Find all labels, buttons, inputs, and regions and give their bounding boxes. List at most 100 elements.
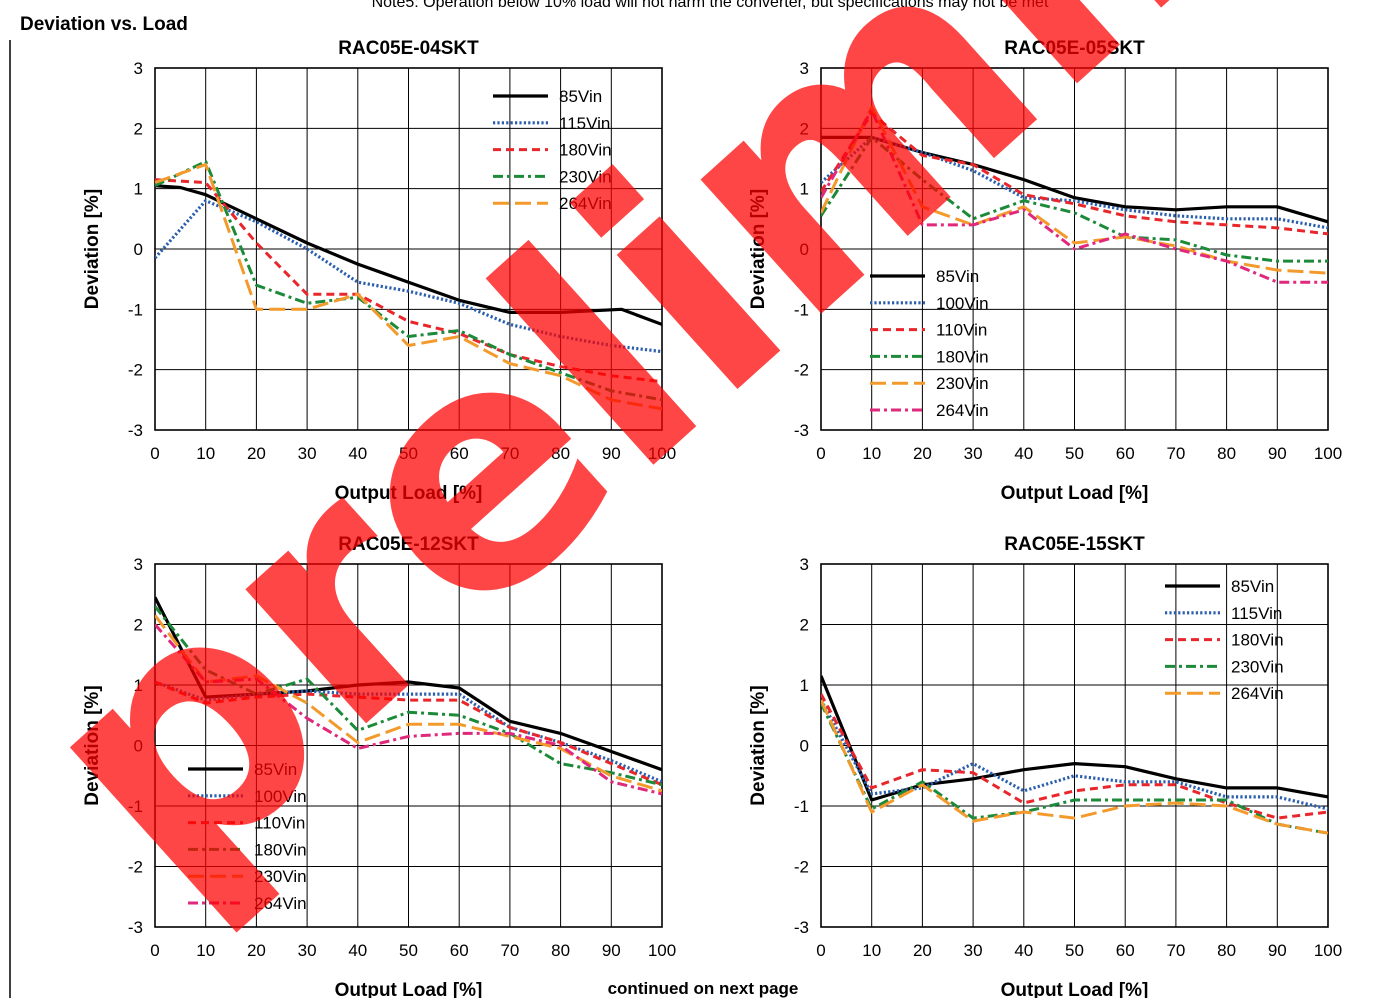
y-axis-label: Deviation [%] xyxy=(748,685,769,805)
series-line-85vin xyxy=(155,596,662,772)
watermark: preliminary xyxy=(0,0,1397,958)
x-tick-label: 10 xyxy=(862,444,881,463)
x-tick-label: 100 xyxy=(648,941,676,960)
y-tick-label: 1 xyxy=(134,676,143,695)
y-tick-label: -2 xyxy=(128,858,143,877)
x-tick-label: 40 xyxy=(1014,444,1033,463)
x-tick-label: 50 xyxy=(1065,444,1084,463)
x-tick-label: 20 xyxy=(913,444,932,463)
charts-group: 0 10 20 30 40 50 60 70 80 90 1003210-1-2-3RAC05E-0… xyxy=(82,38,1342,998)
y-tick-label: -3 xyxy=(794,918,809,937)
y-tick-label: -2 xyxy=(794,858,809,877)
x-tick-label: 90 xyxy=(1268,941,1287,960)
x-axis-label: Output Load [%] xyxy=(335,980,483,998)
x-tick-label: 10 xyxy=(862,941,881,960)
legend: 85Vin 100Vin 110Vin 180Vin 230Vin 264Vin xyxy=(188,760,307,913)
x-tick-label: 0 xyxy=(816,941,825,960)
legend-label: 180Vin xyxy=(559,141,612,160)
x-axis-label: Output Load [%] xyxy=(1001,483,1149,504)
legend-label: 115Vin xyxy=(1231,604,1282,623)
series-lines xyxy=(821,105,1328,284)
y-tick-label: 2 xyxy=(800,119,809,138)
plot-frame xyxy=(154,563,663,928)
x-tick-label: 70 xyxy=(500,941,519,960)
x-tick-label: 20 xyxy=(247,444,266,463)
legend-label: 264Vin xyxy=(1231,684,1284,703)
series-line-264vin xyxy=(155,163,662,411)
series-line-264vin xyxy=(155,623,662,796)
legend-label: 230Vin xyxy=(254,867,307,886)
series-line-180vin xyxy=(821,135,1328,263)
y-tick-label: 0 xyxy=(134,737,143,756)
watermark-text: preliminary xyxy=(0,0,1397,958)
y-tick-label: -2 xyxy=(794,361,809,380)
y-tick-label: 3 xyxy=(800,555,809,574)
series-lines xyxy=(155,160,662,411)
x-tick-label: 10 xyxy=(196,444,215,463)
series-line-110vin xyxy=(821,111,1328,236)
legend-label: 230Vin xyxy=(559,167,612,186)
x-tick-label: 50 xyxy=(1065,941,1084,960)
y-tick-label: 2 xyxy=(800,616,809,635)
x-tick-label: 40 xyxy=(348,444,367,463)
x-tick-label: 0 xyxy=(150,444,159,463)
series-line-230vin xyxy=(821,105,1328,275)
y-tick-label: -2 xyxy=(128,361,143,380)
legend-label: 100Vin xyxy=(254,787,307,806)
x-tick-label: 80 xyxy=(551,941,570,960)
y-tick-label: 2 xyxy=(134,119,143,138)
y-axis-label: Deviation [%] xyxy=(82,189,103,309)
legend-label: 85Vin xyxy=(936,267,979,286)
y-tick-label: 1 xyxy=(800,180,809,199)
y-axis-label: Deviation [%] xyxy=(82,685,103,805)
x-tick-label: 30 xyxy=(964,444,983,463)
x-tick-label: 40 xyxy=(348,941,367,960)
legend-label: 115Vin xyxy=(559,114,610,133)
legend: 85Vin 115Vin 180Vin 230Vin 264Vin xyxy=(1165,577,1284,703)
series-line-180vin xyxy=(155,178,662,384)
legend-label: 110Vin xyxy=(254,814,305,833)
x-tick-label: 70 xyxy=(1166,941,1185,960)
series-line-180vin xyxy=(155,605,662,787)
y-tick-label: -1 xyxy=(794,300,809,319)
series-line-100vin xyxy=(821,135,1328,230)
legend-label: 180Vin xyxy=(936,347,989,366)
legend-label: 85Vin xyxy=(1231,577,1274,596)
note-text: Note5: Operation below 10% load will not… xyxy=(372,0,1049,11)
y-tick-label: 3 xyxy=(134,59,143,78)
legend-label: 180Vin xyxy=(1231,631,1284,650)
y-tick-label: 1 xyxy=(134,180,143,199)
legend-label: 100Vin xyxy=(936,294,989,313)
section-title: Deviation vs. Load xyxy=(20,14,188,35)
x-tick-label: 0 xyxy=(150,941,159,960)
y-tick-label: 1 xyxy=(800,676,809,695)
legend-label: 264Vin xyxy=(936,401,989,420)
legend: 85Vin 115Vin 180Vin 230Vin 264Vin xyxy=(493,87,612,213)
y-tick-label: -1 xyxy=(794,797,809,816)
plot-frame xyxy=(820,67,1329,431)
x-tick-label: 90 xyxy=(602,941,621,960)
legend-label: 264Vin xyxy=(254,894,307,913)
x-tick-label: 80 xyxy=(1217,444,1236,463)
series-lines xyxy=(155,596,662,796)
series-line-85vin xyxy=(155,184,662,326)
legend: 85Vin 100Vin 110Vin 180Vin 230Vin 264Vin xyxy=(870,267,989,420)
chart-rac05e-05skt: 0 10 20 30 40 50 60 70 80 90 1003210-1-2-3RAC05E-0… xyxy=(748,38,1342,504)
y-tick-label: -3 xyxy=(794,421,809,440)
x-tick-label: 80 xyxy=(1217,941,1236,960)
legend-label: 85Vin xyxy=(254,760,297,779)
legend-label: 230Vin xyxy=(936,374,989,393)
series-line-230vin xyxy=(821,702,1328,835)
legend-label: 180Vin xyxy=(254,840,307,859)
x-tick-label: 0 xyxy=(816,444,825,463)
y-tick-label: -1 xyxy=(128,300,143,319)
x-tick-label: 50 xyxy=(399,444,418,463)
x-tick-label: 50 xyxy=(399,941,418,960)
footer-continued: continued on next page xyxy=(608,979,799,998)
series-line-115vin xyxy=(155,199,662,354)
legend-label: 264Vin xyxy=(559,194,612,213)
x-tick-label: 100 xyxy=(1314,941,1342,960)
x-tick-label: 60 xyxy=(450,941,469,960)
x-tick-label: 30 xyxy=(964,941,983,960)
